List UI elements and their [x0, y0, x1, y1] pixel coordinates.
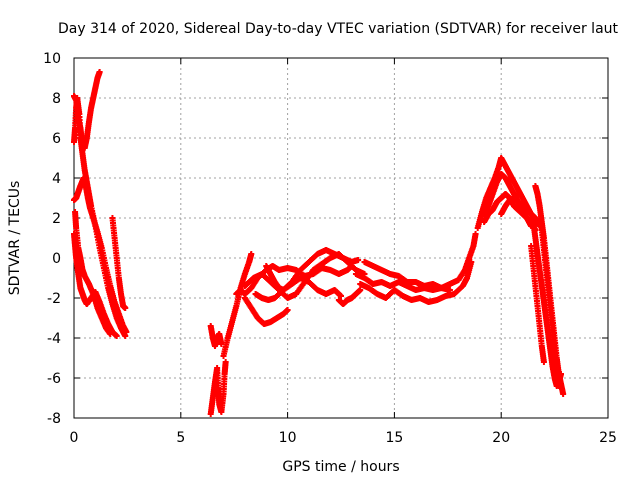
data-point	[468, 259, 475, 265]
data-point	[248, 251, 255, 257]
x-tick-label: 0	[70, 430, 79, 446]
series-arc-6	[109, 215, 129, 311]
x-axis-label: GPS time / hours	[282, 459, 399, 475]
data-point	[338, 293, 344, 299]
data-point	[96, 69, 103, 75]
data-point	[540, 359, 547, 365]
series-arc-26	[538, 227, 565, 391]
series-arc-21	[481, 191, 539, 233]
y-tick-label: 6	[52, 131, 61, 147]
data-point	[357, 287, 364, 293]
series-arc-15	[335, 287, 364, 307]
y-tick-labels: -8 -6 -4 -2 0 2 4 6 8 10	[43, 51, 61, 427]
data-point	[472, 231, 479, 237]
x-tick-labels: 0 5 10 15 20 25	[70, 430, 617, 446]
data-points	[71, 69, 567, 417]
data-point	[446, 287, 453, 293]
y-tick-label: 0	[52, 251, 61, 267]
series-arc-8	[207, 359, 229, 417]
y-tick-label: 8	[52, 91, 61, 107]
data-point	[284, 307, 291, 313]
axis-ticks	[73, 57, 609, 419]
series-arc-17	[357, 259, 475, 305]
series-arc-12	[241, 295, 291, 327]
series-arc-5	[72, 209, 114, 337]
data-point	[122, 305, 129, 311]
y-tick-label: -8	[47, 411, 61, 427]
series-arc-7	[207, 323, 225, 349]
series-arc-25	[528, 243, 547, 365]
data-point	[123, 329, 130, 335]
y-tick-label: 10	[43, 51, 61, 67]
y-tick-label: -2	[47, 291, 61, 307]
grid	[74, 58, 608, 418]
series-arc-19	[474, 155, 539, 231]
data-point	[107, 331, 114, 337]
plot-frame	[73, 57, 609, 419]
data-point	[355, 257, 362, 263]
data-point	[560, 391, 567, 397]
y-tick-label: -4	[47, 331, 61, 347]
x-tick-label: 25	[599, 430, 617, 446]
x-tick-label: 15	[385, 430, 403, 446]
series-arc-14	[263, 263, 344, 299]
chart-title: Day 314 of 2020, Sidereal Day-to-day VTE…	[58, 21, 619, 37]
series-arc-18	[361, 259, 453, 293]
x-tick-label: 10	[279, 430, 297, 446]
y-tick-label: -6	[47, 371, 61, 387]
series-arc-16	[352, 231, 479, 293]
x-tick-label: 5	[176, 430, 185, 446]
series-arc-3	[71, 175, 130, 335]
x-tick-label: 20	[492, 430, 510, 446]
y-tick-label: 2	[52, 211, 61, 227]
y-axis-label: SDTVAR / TECUs	[7, 181, 23, 296]
y-tick-label: 4	[52, 171, 61, 187]
data-point	[558, 385, 565, 391]
data-point	[222, 359, 229, 365]
data-point	[113, 333, 120, 339]
